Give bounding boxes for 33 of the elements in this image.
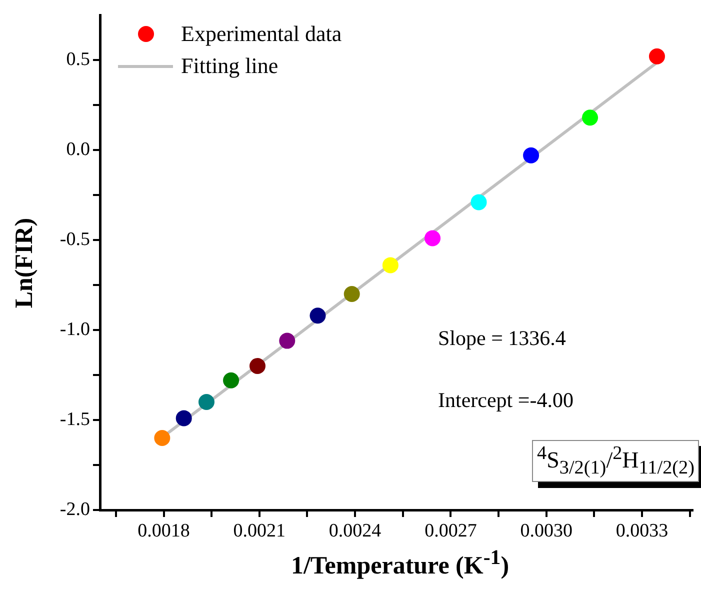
x-axis-title: 1/Temperature (K$^{-1}$) bbox=[290, 545, 510, 580]
point bbox=[154, 430, 170, 446]
y-axis-title: Ln(FIR) bbox=[11, 218, 39, 308]
point bbox=[279, 332, 296, 349]
y-tick-label: -0.5 bbox=[60, 228, 90, 250]
point bbox=[198, 394, 214, 410]
annotation: Slope = 1336.4 bbox=[438, 326, 566, 351]
legend-label: Fitting line bbox=[181, 52, 278, 80]
legend-label: Experimental data bbox=[181, 20, 342, 48]
point bbox=[582, 110, 598, 126]
x-tick-label: 0.0030 bbox=[520, 520, 572, 542]
point bbox=[648, 48, 665, 64]
x-tick-label: 0.0033 bbox=[616, 520, 668, 542]
point bbox=[382, 257, 398, 274]
x-tick-label: 0.0021 bbox=[233, 520, 286, 542]
point bbox=[523, 147, 540, 164]
annotation: $^{4}$S$_{3/2(1)}$/$^{2}$H$_{11/2(2)}$ bbox=[532, 440, 700, 482]
point bbox=[344, 286, 360, 302]
point bbox=[249, 358, 266, 374]
y-tick-label: -2.0 bbox=[60, 498, 90, 520]
y-tick-label: -1.0 bbox=[60, 318, 90, 340]
point bbox=[470, 194, 487, 210]
y-tick-label: 0.0 bbox=[66, 138, 90, 160]
point bbox=[176, 410, 192, 426]
x-tick-label: 0.0027 bbox=[424, 520, 477, 542]
x-tick-label: 0.0018 bbox=[138, 520, 190, 542]
point bbox=[424, 230, 441, 246]
x-tick-label: 0.0024 bbox=[328, 520, 382, 542]
annotation: Intercept =-4.00 bbox=[438, 388, 574, 413]
y-tick-label: 0.5 bbox=[66, 48, 90, 70]
y-tick-label: -1.5 bbox=[60, 408, 90, 430]
point bbox=[310, 308, 326, 324]
point bbox=[223, 372, 240, 388]
